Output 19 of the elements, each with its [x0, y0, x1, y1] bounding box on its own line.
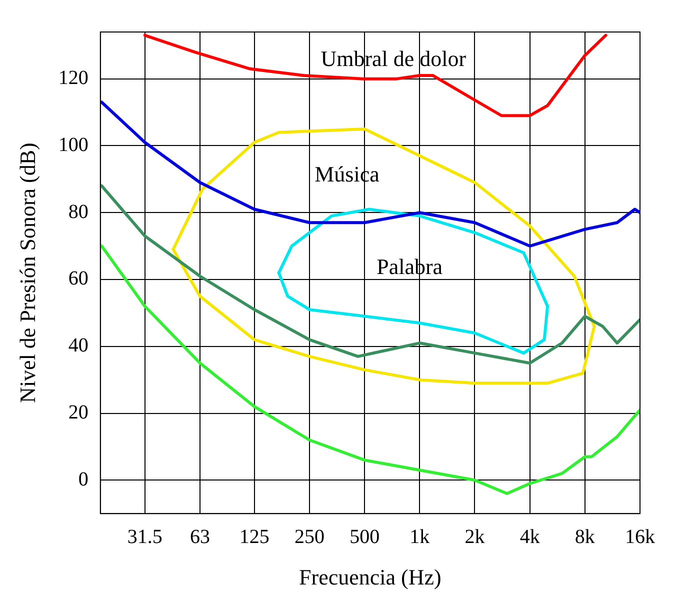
y-tick-label: 20: [68, 402, 88, 424]
x-tick-label: 1k: [410, 526, 430, 548]
y-axis-title: Nivel de Presión Sonora (dB): [14, 142, 40, 403]
x-tick-label: 4k: [520, 526, 540, 548]
x-tick-label: 63: [190, 526, 210, 548]
x-tick-label: 125: [239, 526, 270, 548]
x-tick-label: 2k: [464, 526, 485, 548]
x-tick-label: 31.5: [127, 526, 162, 548]
y-tick-label: 120: [58, 67, 88, 90]
y-tick-label: 0: [78, 468, 88, 490]
y-tick-label: 100: [58, 134, 88, 156]
y-tick-label: 80: [68, 200, 88, 223]
x-tick-label: 500: [350, 526, 380, 548]
y-tick-label: 60: [68, 268, 88, 290]
y-tick-label: 40: [68, 334, 88, 357]
x-tick-label: 8k: [574, 526, 595, 548]
x-tick-label: 250: [294, 526, 324, 548]
x-tick-label: 16k: [625, 526, 655, 548]
x-axis-title: Frecuencia (Hz): [299, 564, 442, 590]
